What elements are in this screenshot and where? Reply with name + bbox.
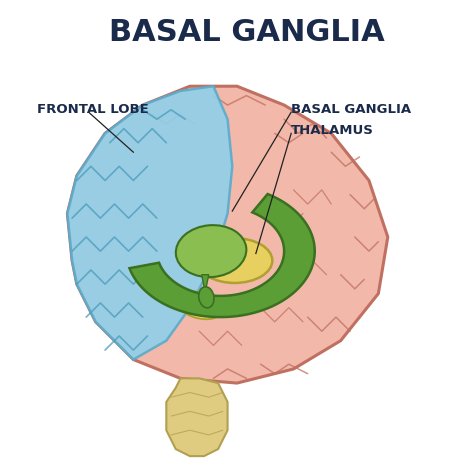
- Text: THALAMUS: THALAMUS: [291, 125, 374, 137]
- Polygon shape: [166, 378, 228, 456]
- Text: BASAL GANGLIA: BASAL GANGLIA: [109, 18, 384, 46]
- Ellipse shape: [197, 238, 273, 283]
- Text: BASAL GANGLIA: BASAL GANGLIA: [291, 103, 411, 116]
- Polygon shape: [201, 275, 209, 286]
- Ellipse shape: [176, 225, 246, 277]
- Text: FRONTAL LOBE: FRONTAL LOBE: [36, 103, 148, 116]
- Polygon shape: [67, 86, 388, 383]
- Polygon shape: [129, 194, 315, 317]
- Polygon shape: [67, 86, 232, 359]
- Ellipse shape: [176, 292, 222, 319]
- Ellipse shape: [199, 287, 214, 308]
